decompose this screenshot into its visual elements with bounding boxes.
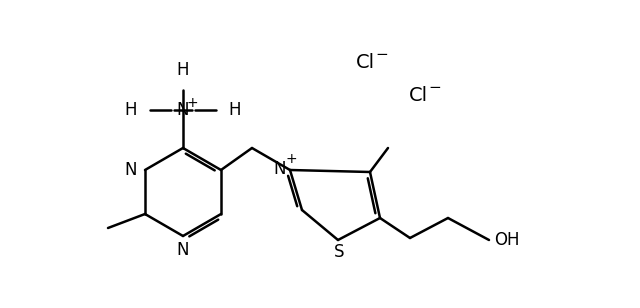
Text: S: S — [333, 243, 344, 261]
Text: −: − — [376, 47, 388, 62]
Text: +: + — [186, 96, 198, 110]
Text: Cl: Cl — [408, 86, 428, 104]
Text: N: N — [125, 161, 137, 179]
Text: Cl: Cl — [355, 52, 374, 71]
Text: H: H — [228, 101, 241, 119]
Text: H: H — [125, 101, 137, 119]
Text: N: N — [177, 101, 189, 119]
Text: −: − — [429, 79, 442, 95]
Text: N: N — [274, 160, 286, 178]
Text: H: H — [177, 61, 189, 79]
Text: +: + — [285, 152, 297, 166]
Text: OH: OH — [494, 231, 520, 249]
Text: N: N — [177, 241, 189, 259]
